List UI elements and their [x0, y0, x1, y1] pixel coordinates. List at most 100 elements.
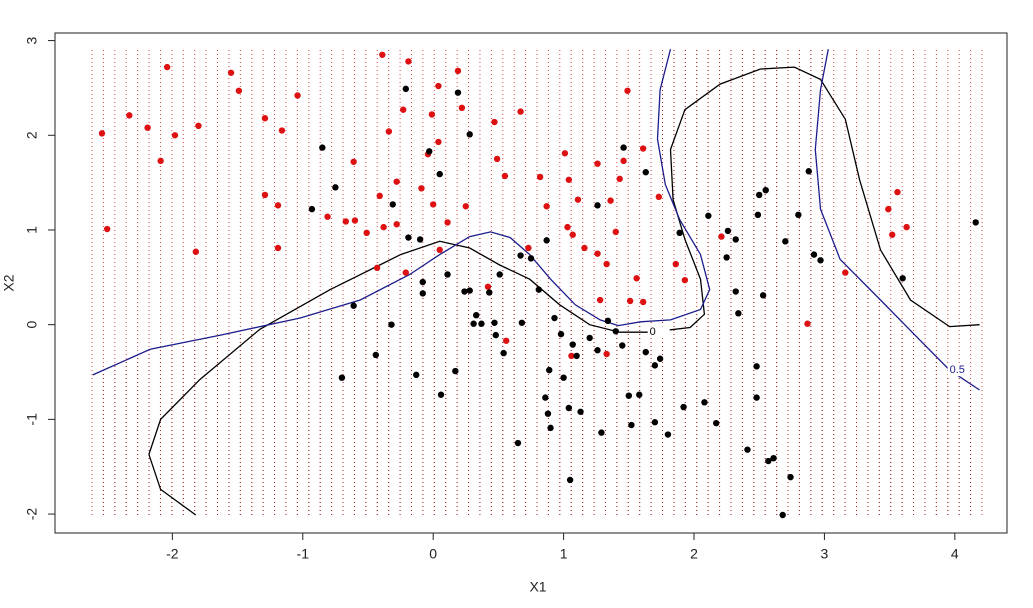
- y-axis-label: X2: [1, 274, 17, 291]
- x-tick-label: 4: [951, 546, 959, 562]
- point: [899, 275, 906, 282]
- point: [418, 185, 425, 192]
- point: [436, 170, 443, 178]
- point: [639, 298, 647, 306]
- point: [625, 392, 633, 399]
- point: [342, 218, 350, 225]
- point: [636, 391, 643, 398]
- point: [573, 352, 580, 360]
- point: [274, 202, 282, 209]
- point: [261, 191, 269, 199]
- point: [594, 250, 601, 257]
- point: [503, 337, 510, 344]
- point: [651, 362, 659, 369]
- point: [732, 236, 739, 243]
- x-axis-label: X1: [529, 579, 546, 595]
- x-tick-label: 2: [690, 546, 698, 562]
- point: [461, 288, 468, 295]
- y-tick-label: -1: [24, 413, 40, 426]
- point: [664, 431, 672, 438]
- point: [676, 229, 683, 237]
- point: [500, 349, 507, 357]
- point: [804, 320, 811, 327]
- point: [393, 221, 400, 228]
- point: [753, 394, 760, 401]
- point: [603, 260, 610, 268]
- point: [565, 404, 573, 412]
- point: [319, 144, 326, 151]
- point: [163, 63, 171, 71]
- point: [393, 178, 400, 185]
- point: [484, 283, 492, 290]
- point: [561, 150, 569, 157]
- point: [525, 244, 532, 252]
- point: [551, 314, 558, 322]
- point: [308, 205, 316, 213]
- point: [324, 213, 331, 220]
- point: [385, 128, 393, 135]
- point: [458, 104, 466, 112]
- point: [496, 271, 503, 278]
- point: [624, 87, 631, 94]
- point: [594, 160, 601, 167]
- point: [419, 278, 426, 286]
- y-tick-label: 3: [24, 36, 40, 44]
- point: [604, 317, 612, 325]
- point: [770, 454, 777, 462]
- point: [274, 244, 282, 252]
- point: [759, 292, 767, 299]
- point: [351, 217, 359, 224]
- point: [399, 106, 407, 113]
- point: [171, 132, 179, 139]
- point: [565, 176, 573, 183]
- contour-label: 0.5: [950, 364, 965, 376]
- point: [753, 363, 760, 370]
- point: [332, 184, 339, 191]
- point: [473, 311, 480, 319]
- point: [723, 254, 730, 261]
- contour-label: 0: [650, 326, 656, 338]
- point: [294, 92, 301, 99]
- point: [491, 118, 498, 126]
- point: [628, 421, 635, 429]
- contours: 00.5: [92, 48, 980, 516]
- point: [227, 69, 235, 76]
- point: [620, 144, 627, 151]
- x-tick-label: 3: [821, 546, 829, 562]
- point: [612, 328, 619, 335]
- point: [235, 87, 243, 94]
- point: [536, 173, 544, 181]
- point: [454, 67, 462, 75]
- y-tick-label: 0: [24, 321, 40, 329]
- point: [620, 157, 627, 165]
- point: [380, 223, 387, 231]
- point: [568, 352, 575, 360]
- point: [810, 251, 818, 258]
- points: [98, 51, 979, 519]
- point: [795, 211, 802, 219]
- point: [402, 85, 410, 93]
- point: [633, 275, 640, 282]
- point: [817, 257, 824, 264]
- point: [889, 231, 896, 238]
- point: [501, 172, 509, 180]
- point: [527, 255, 535, 262]
- point: [517, 252, 524, 259]
- point: [651, 419, 659, 426]
- point: [712, 419, 720, 427]
- point: [514, 439, 522, 447]
- point: [557, 330, 565, 338]
- point: [765, 457, 772, 465]
- point: [103, 225, 111, 233]
- point: [656, 355, 664, 362]
- point: [718, 233, 725, 240]
- point: [517, 108, 524, 115]
- point: [542, 394, 549, 401]
- y-tick-label: -2: [24, 508, 40, 521]
- point: [379, 51, 386, 58]
- point: [603, 350, 610, 358]
- point: [705, 212, 712, 219]
- point: [466, 287, 473, 294]
- point: [903, 223, 910, 231]
